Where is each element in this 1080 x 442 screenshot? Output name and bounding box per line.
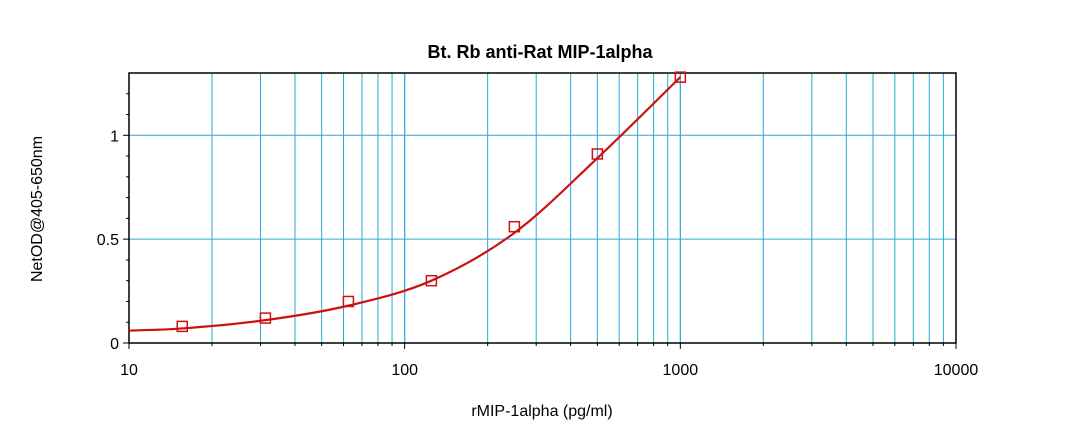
data-point [508,220,521,233]
data-point [591,148,604,160]
data-point [176,320,188,333]
y-tick-label: 0 [110,336,119,353]
data-point [674,71,687,83]
y-tick-label: 1 [110,128,119,145]
grid [129,73,956,343]
data-point [425,274,438,287]
x-tick-labels: 10 100 1000 10000 [120,362,978,379]
x-axis-label: rMIP-1alpha (pg/ml) [471,403,612,420]
x-tick-label: 100 [391,362,418,379]
y-tick-labels: 00.51 [97,128,119,353]
fit-curve [128,76,682,332]
plot-frame [128,72,957,344]
x-tick-label: 10 [120,362,138,379]
data-point [259,312,272,324]
x-tick-label: 10000 [934,362,979,379]
y-axis-label: NetOD@405-650nm [29,136,46,282]
chart-title: Bt. Rb anti-Rat MIP-1alpha [427,42,653,62]
data-point [342,295,355,308]
y-tick-label: 0.5 [97,232,119,249]
x-tick-label: 1000 [663,362,699,379]
data-points [176,71,687,333]
